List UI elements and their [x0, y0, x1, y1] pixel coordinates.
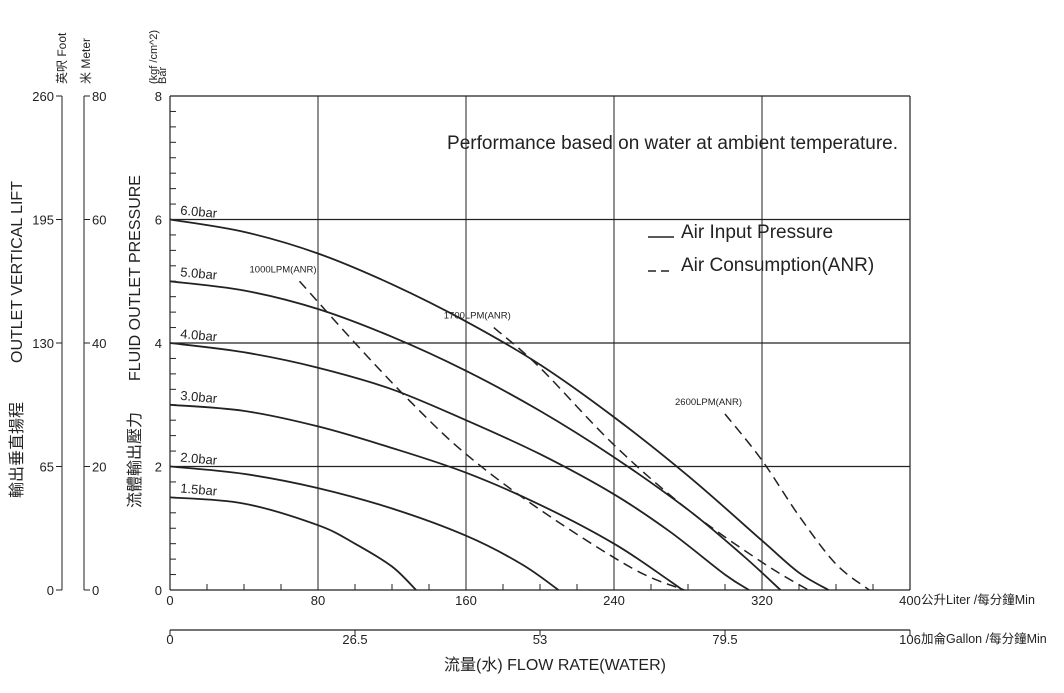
pressure-curves: 6.0bar 5.0bar 4.0bar 3.0bar 2.0bar 1.5bar	[169, 203, 830, 591]
performance-note: Performance based on water at ambient te…	[447, 133, 898, 154]
y-tick-label: 0	[155, 583, 162, 598]
air-consumption-line	[493, 327, 809, 591]
pressure-curve-label: 3.0bar	[180, 388, 219, 406]
air-consumption-label: 1000LPM(ANR)	[250, 264, 317, 275]
meter-axis-unit-label: 米 Meter	[79, 38, 93, 84]
x-tick-label: 160	[455, 593, 477, 608]
pressure-curve	[169, 218, 830, 591]
legend-solid-label: Air Input Pressure	[681, 222, 833, 243]
x2-tick-label: 79.5	[712, 632, 737, 647]
pressure-curve-label: 5.0bar	[180, 264, 219, 282]
pressure-curve-label: 2.0bar	[180, 450, 219, 468]
foot-tick-label: 195	[32, 213, 54, 228]
x-axis-unit-label: 公升Liter /每分鐘Min	[921, 592, 1035, 607]
meter-tick-label: 20	[92, 460, 106, 475]
x2-tick-label: 26.5	[342, 632, 367, 647]
x2-tick-label: 106	[899, 632, 921, 647]
x-axis-title: 流量(水) FLOW RATE(WATER)	[444, 656, 666, 674]
y-tick-label: 8	[155, 89, 162, 104]
foot-tick-label: 130	[32, 336, 54, 351]
x2-tick-label: 0	[166, 632, 173, 647]
meter-tick-label: 60	[92, 213, 106, 228]
air-consumption-label: 2600LPM(ANR)	[675, 397, 742, 408]
foot-tick-label: 65	[40, 460, 54, 475]
pressure-curve-label: 4.0bar	[180, 326, 219, 344]
meter-tick-label: 40	[92, 336, 106, 351]
lift-title-en: OUTLET VERTICAL LIFT	[9, 181, 26, 363]
grid	[170, 96, 910, 590]
pressure-curve-label: 6.0bar	[180, 203, 219, 221]
legend-dashed-label: Air Consumption(ANR)	[681, 255, 874, 276]
meter-tick-label: 0	[92, 583, 99, 598]
fluid-pressure-title-cn: 流體輸出壓力	[126, 412, 144, 508]
x-tick-label: 320	[751, 593, 773, 608]
meter-tick-label: 80	[92, 89, 106, 104]
y-axis-units-label: Bar	[157, 67, 169, 84]
pressure-curve	[169, 403, 684, 591]
lift-title-cn: 輸出垂直揚程	[8, 402, 26, 498]
pressure-curve	[169, 342, 750, 591]
y-tick-label: 4	[155, 336, 162, 351]
x2-tick-label: 53	[533, 632, 547, 647]
pressure-curve	[169, 496, 417, 591]
y-axis-units-label-kgf: (kgf /cm^2)	[148, 30, 160, 84]
air-consumption-lines: 1000LPM(ANR) 1700LPM(ANR) 2600LPM(ANR)	[250, 264, 870, 591]
x-tick-label: 240	[603, 593, 625, 608]
x-tick-label: 0	[166, 593, 173, 608]
air-consumption-line	[724, 413, 870, 591]
fluid-pressure-title-en: FLUID OUTLET PRESSURE	[127, 175, 144, 381]
y-tick-label: 2	[155, 460, 162, 475]
foot-axis-unit-label: 英呎 Foot	[55, 32, 69, 84]
pressure-curve-label: 1.5bar	[180, 480, 219, 498]
air-consumption-label: 1700LPM(ANR)	[444, 311, 511, 322]
x-tick-label: 80	[311, 593, 325, 608]
foot-tick-label: 0	[47, 583, 54, 598]
x-axis2-unit-label: 加侖Gallon /每分鐘Min	[921, 631, 1047, 646]
pressure-curve	[169, 280, 782, 591]
x-tick-label: 400	[899, 593, 921, 608]
air-consumption-line	[298, 280, 685, 591]
foot-tick-label: 260	[32, 89, 54, 104]
pressure-curve	[169, 465, 560, 591]
y-tick-label: 6	[155, 213, 162, 228]
